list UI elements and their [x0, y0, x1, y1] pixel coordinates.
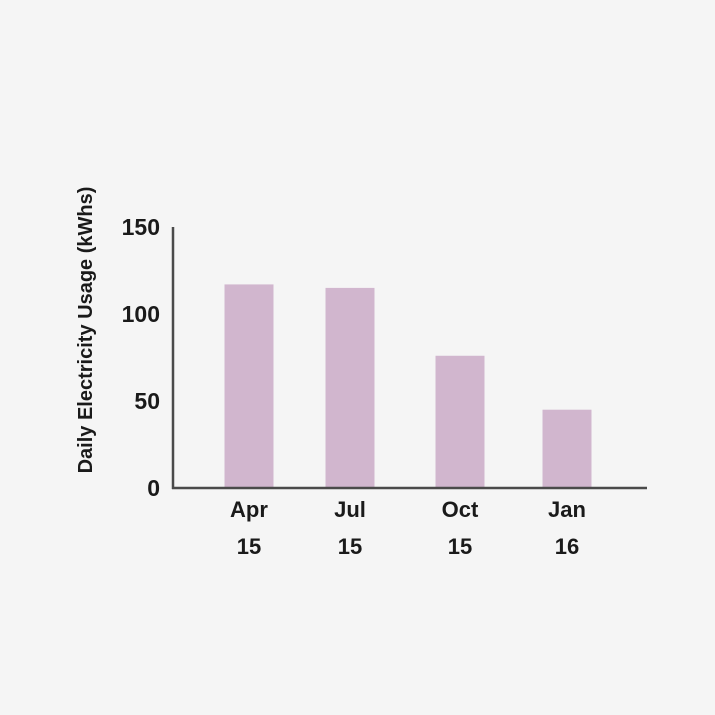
x-tick-labels: Apr 15 Jul 15 Oct 15 Jan 16	[230, 497, 586, 559]
x-tick-label-year: 16	[555, 534, 579, 559]
x-tick-label-year: 15	[338, 534, 362, 559]
x-tick-label-year: 15	[448, 534, 472, 559]
x-tick-label-month: Apr	[230, 497, 268, 522]
bar-apr-15	[224, 284, 274, 488]
x-tick-label-year: 15	[237, 534, 261, 559]
bar-jan-16	[542, 409, 592, 488]
y-tick-label: 150	[122, 214, 160, 240]
bar-jul-15	[325, 287, 375, 488]
axes-group	[171, 227, 647, 490]
y-axis-label: Daily Electricity Usage (kWhs)	[75, 187, 97, 474]
bar-oct-15	[435, 355, 485, 488]
y-tick-label: 50	[134, 388, 160, 414]
x-tick-label-month: Oct	[442, 497, 479, 522]
bars-group	[224, 284, 592, 488]
y-tick-label: 0	[147, 475, 160, 501]
y-tick-label: 100	[122, 301, 160, 327]
y-tick-labels: 0 50 100 150	[122, 214, 160, 501]
x-tick-label-month: Jan	[548, 497, 586, 522]
x-tick-label-month: Jul	[334, 497, 366, 522]
